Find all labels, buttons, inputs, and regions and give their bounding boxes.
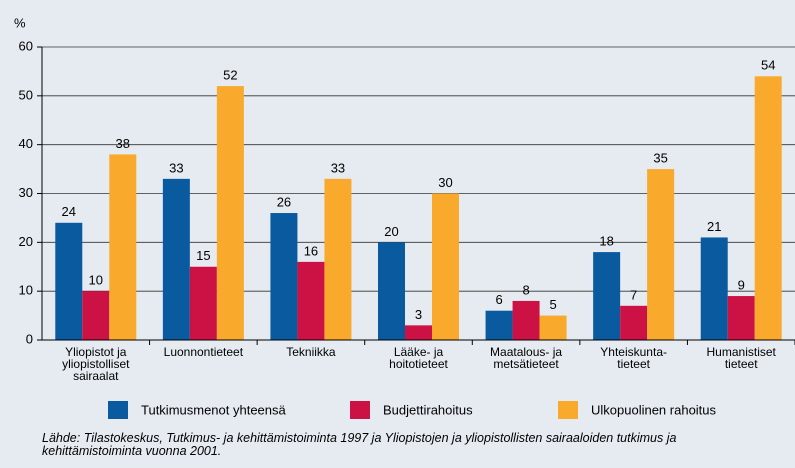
x-tick-label: Maatalous- ja metsätieteet	[490, 345, 563, 371]
bar	[485, 310, 513, 340]
y-tick-label: 20	[19, 234, 33, 249]
bar	[539, 315, 567, 340]
bar	[55, 222, 83, 340]
data-label: 3	[415, 307, 422, 322]
data-label: 52	[223, 68, 237, 83]
data-label: 9	[738, 277, 745, 292]
bar	[512, 300, 540, 340]
bar	[593, 252, 621, 340]
data-label: 7	[630, 287, 637, 302]
bar	[216, 86, 244, 340]
bar	[189, 266, 217, 340]
legend-swatch	[108, 401, 128, 419]
y-tick-label: 40	[19, 136, 33, 151]
bar	[754, 76, 782, 341]
x-tick-label: Humanistiset tieteet	[706, 345, 776, 371]
x-tick-label: Tekniikka	[286, 345, 336, 359]
bar	[297, 261, 325, 340]
bar	[620, 305, 648, 340]
data-label: 10	[89, 273, 103, 288]
legend-swatch	[350, 401, 370, 419]
bar	[647, 169, 675, 340]
source-note: Lähde: Tilastokeskus, Tutkimus- ja kehit…	[42, 431, 677, 458]
y-tick-label: 60	[19, 38, 33, 53]
y-tick-label: 0	[26, 331, 33, 346]
bar	[109, 154, 137, 340]
bar	[378, 242, 405, 340]
x-tick-label: Luonnontieteet	[163, 345, 244, 359]
y-axis-label: %	[14, 15, 26, 30]
x-tick-label: Lääke- ja hoitotieteet	[389, 345, 448, 371]
y-tick-label: 50	[19, 87, 33, 102]
data-label: 33	[331, 160, 345, 175]
bar	[405, 325, 432, 340]
data-label: 6	[495, 292, 502, 307]
data-label: 15	[196, 248, 210, 263]
y-tick-label: 30	[19, 185, 33, 200]
data-label: 30	[438, 175, 452, 190]
bar	[700, 237, 728, 340]
bar	[324, 178, 352, 340]
y-tick-label: 10	[19, 283, 33, 298]
data-label: 21	[707, 219, 721, 234]
data-label: 8	[522, 282, 529, 297]
bar	[727, 296, 755, 340]
x-tick-label: Yhteiskunta- tieteet	[600, 345, 667, 371]
legend-label: Budjettirahoitus	[383, 402, 473, 417]
bar	[82, 291, 110, 340]
data-label: 24	[62, 204, 76, 219]
data-label: 38	[116, 136, 130, 151]
bar	[432, 193, 459, 340]
data-label: 54	[761, 58, 775, 73]
data-label: 18	[599, 234, 613, 249]
data-label: 5	[549, 297, 556, 312]
legend-label: Tutkimusmenot yhteensä	[141, 402, 287, 417]
legend-label: Ulkopuolinen rahoitus	[591, 402, 717, 417]
data-label: 20	[384, 224, 398, 239]
x-tick-label: Yliopistot ja yliopistolliset sairaalat	[62, 345, 130, 383]
bar	[162, 178, 190, 340]
data-label: 35	[653, 151, 667, 166]
bar	[270, 213, 298, 340]
legend-swatch	[558, 401, 578, 419]
data-label: 26	[277, 194, 291, 209]
data-label: 33	[169, 160, 183, 175]
data-label: 16	[304, 243, 318, 258]
